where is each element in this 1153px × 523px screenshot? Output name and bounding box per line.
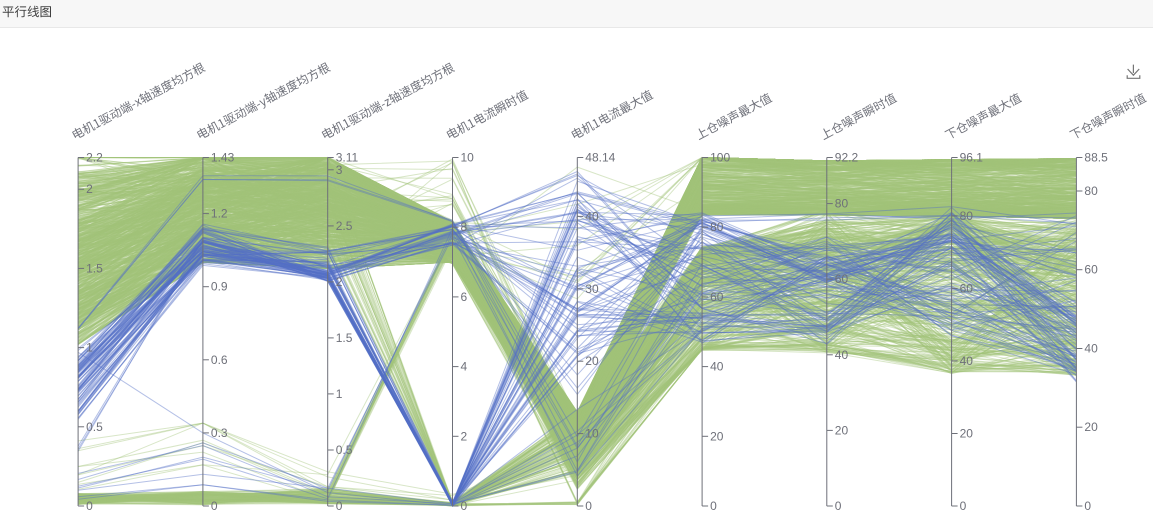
svg-text:2: 2 — [336, 275, 343, 289]
svg-text:40: 40 — [585, 209, 599, 223]
svg-text:30: 30 — [585, 282, 599, 296]
svg-text:0.9: 0.9 — [211, 280, 228, 294]
svg-text:0: 0 — [336, 499, 343, 513]
svg-text:4: 4 — [461, 360, 468, 374]
svg-text:20: 20 — [835, 423, 849, 437]
svg-text:0: 0 — [585, 499, 592, 513]
svg-text:6: 6 — [461, 290, 468, 304]
svg-text:20: 20 — [710, 429, 724, 443]
svg-text:40: 40 — [710, 360, 724, 374]
svg-text:40: 40 — [960, 354, 974, 368]
svg-text:60: 60 — [960, 281, 974, 295]
svg-text:0.3: 0.3 — [211, 426, 228, 440]
svg-text:60: 60 — [1084, 263, 1098, 277]
svg-text:96.1: 96.1 — [960, 151, 984, 165]
svg-text:40: 40 — [1084, 342, 1098, 356]
svg-text:2: 2 — [86, 182, 93, 196]
svg-text:1.5: 1.5 — [336, 331, 353, 345]
svg-text:40: 40 — [835, 348, 849, 362]
svg-text:92.2: 92.2 — [835, 151, 859, 165]
svg-text:0: 0 — [960, 499, 967, 513]
svg-text:1.2: 1.2 — [211, 207, 228, 221]
svg-text:1: 1 — [336, 387, 343, 401]
svg-text:0: 0 — [1084, 499, 1091, 513]
svg-text:3: 3 — [336, 163, 343, 177]
svg-text:80: 80 — [1084, 184, 1098, 198]
svg-text:0: 0 — [86, 499, 93, 513]
svg-text:20: 20 — [585, 354, 599, 368]
svg-text:80: 80 — [960, 209, 974, 223]
svg-text:10: 10 — [461, 151, 475, 165]
svg-text:100: 100 — [710, 151, 730, 165]
svg-text:0.5: 0.5 — [86, 420, 103, 434]
svg-text:60: 60 — [835, 272, 849, 286]
svg-text:0.5: 0.5 — [336, 443, 353, 457]
svg-text:3.11: 3.11 — [336, 151, 359, 165]
svg-text:0: 0 — [710, 499, 717, 513]
svg-text:1.5: 1.5 — [86, 261, 103, 275]
svg-text:1: 1 — [86, 341, 93, 355]
svg-text:20: 20 — [1084, 420, 1098, 434]
svg-text:1.43: 1.43 — [211, 151, 235, 165]
svg-text:48.14: 48.14 — [585, 151, 615, 165]
svg-text:60: 60 — [710, 290, 724, 304]
svg-text:0: 0 — [461, 499, 468, 513]
svg-text:2.5: 2.5 — [336, 219, 353, 233]
svg-text:80: 80 — [710, 220, 724, 234]
svg-text:88.5: 88.5 — [1084, 151, 1108, 165]
svg-text:0: 0 — [835, 499, 842, 513]
svg-text:2: 2 — [461, 429, 468, 443]
svg-text:20: 20 — [960, 427, 974, 441]
svg-text:2.2: 2.2 — [86, 151, 103, 165]
svg-text:8: 8 — [461, 220, 468, 234]
svg-text:0.6: 0.6 — [211, 353, 228, 367]
svg-text:80: 80 — [835, 197, 849, 211]
svg-text:0: 0 — [211, 499, 218, 513]
svg-text:10: 10 — [585, 427, 599, 441]
